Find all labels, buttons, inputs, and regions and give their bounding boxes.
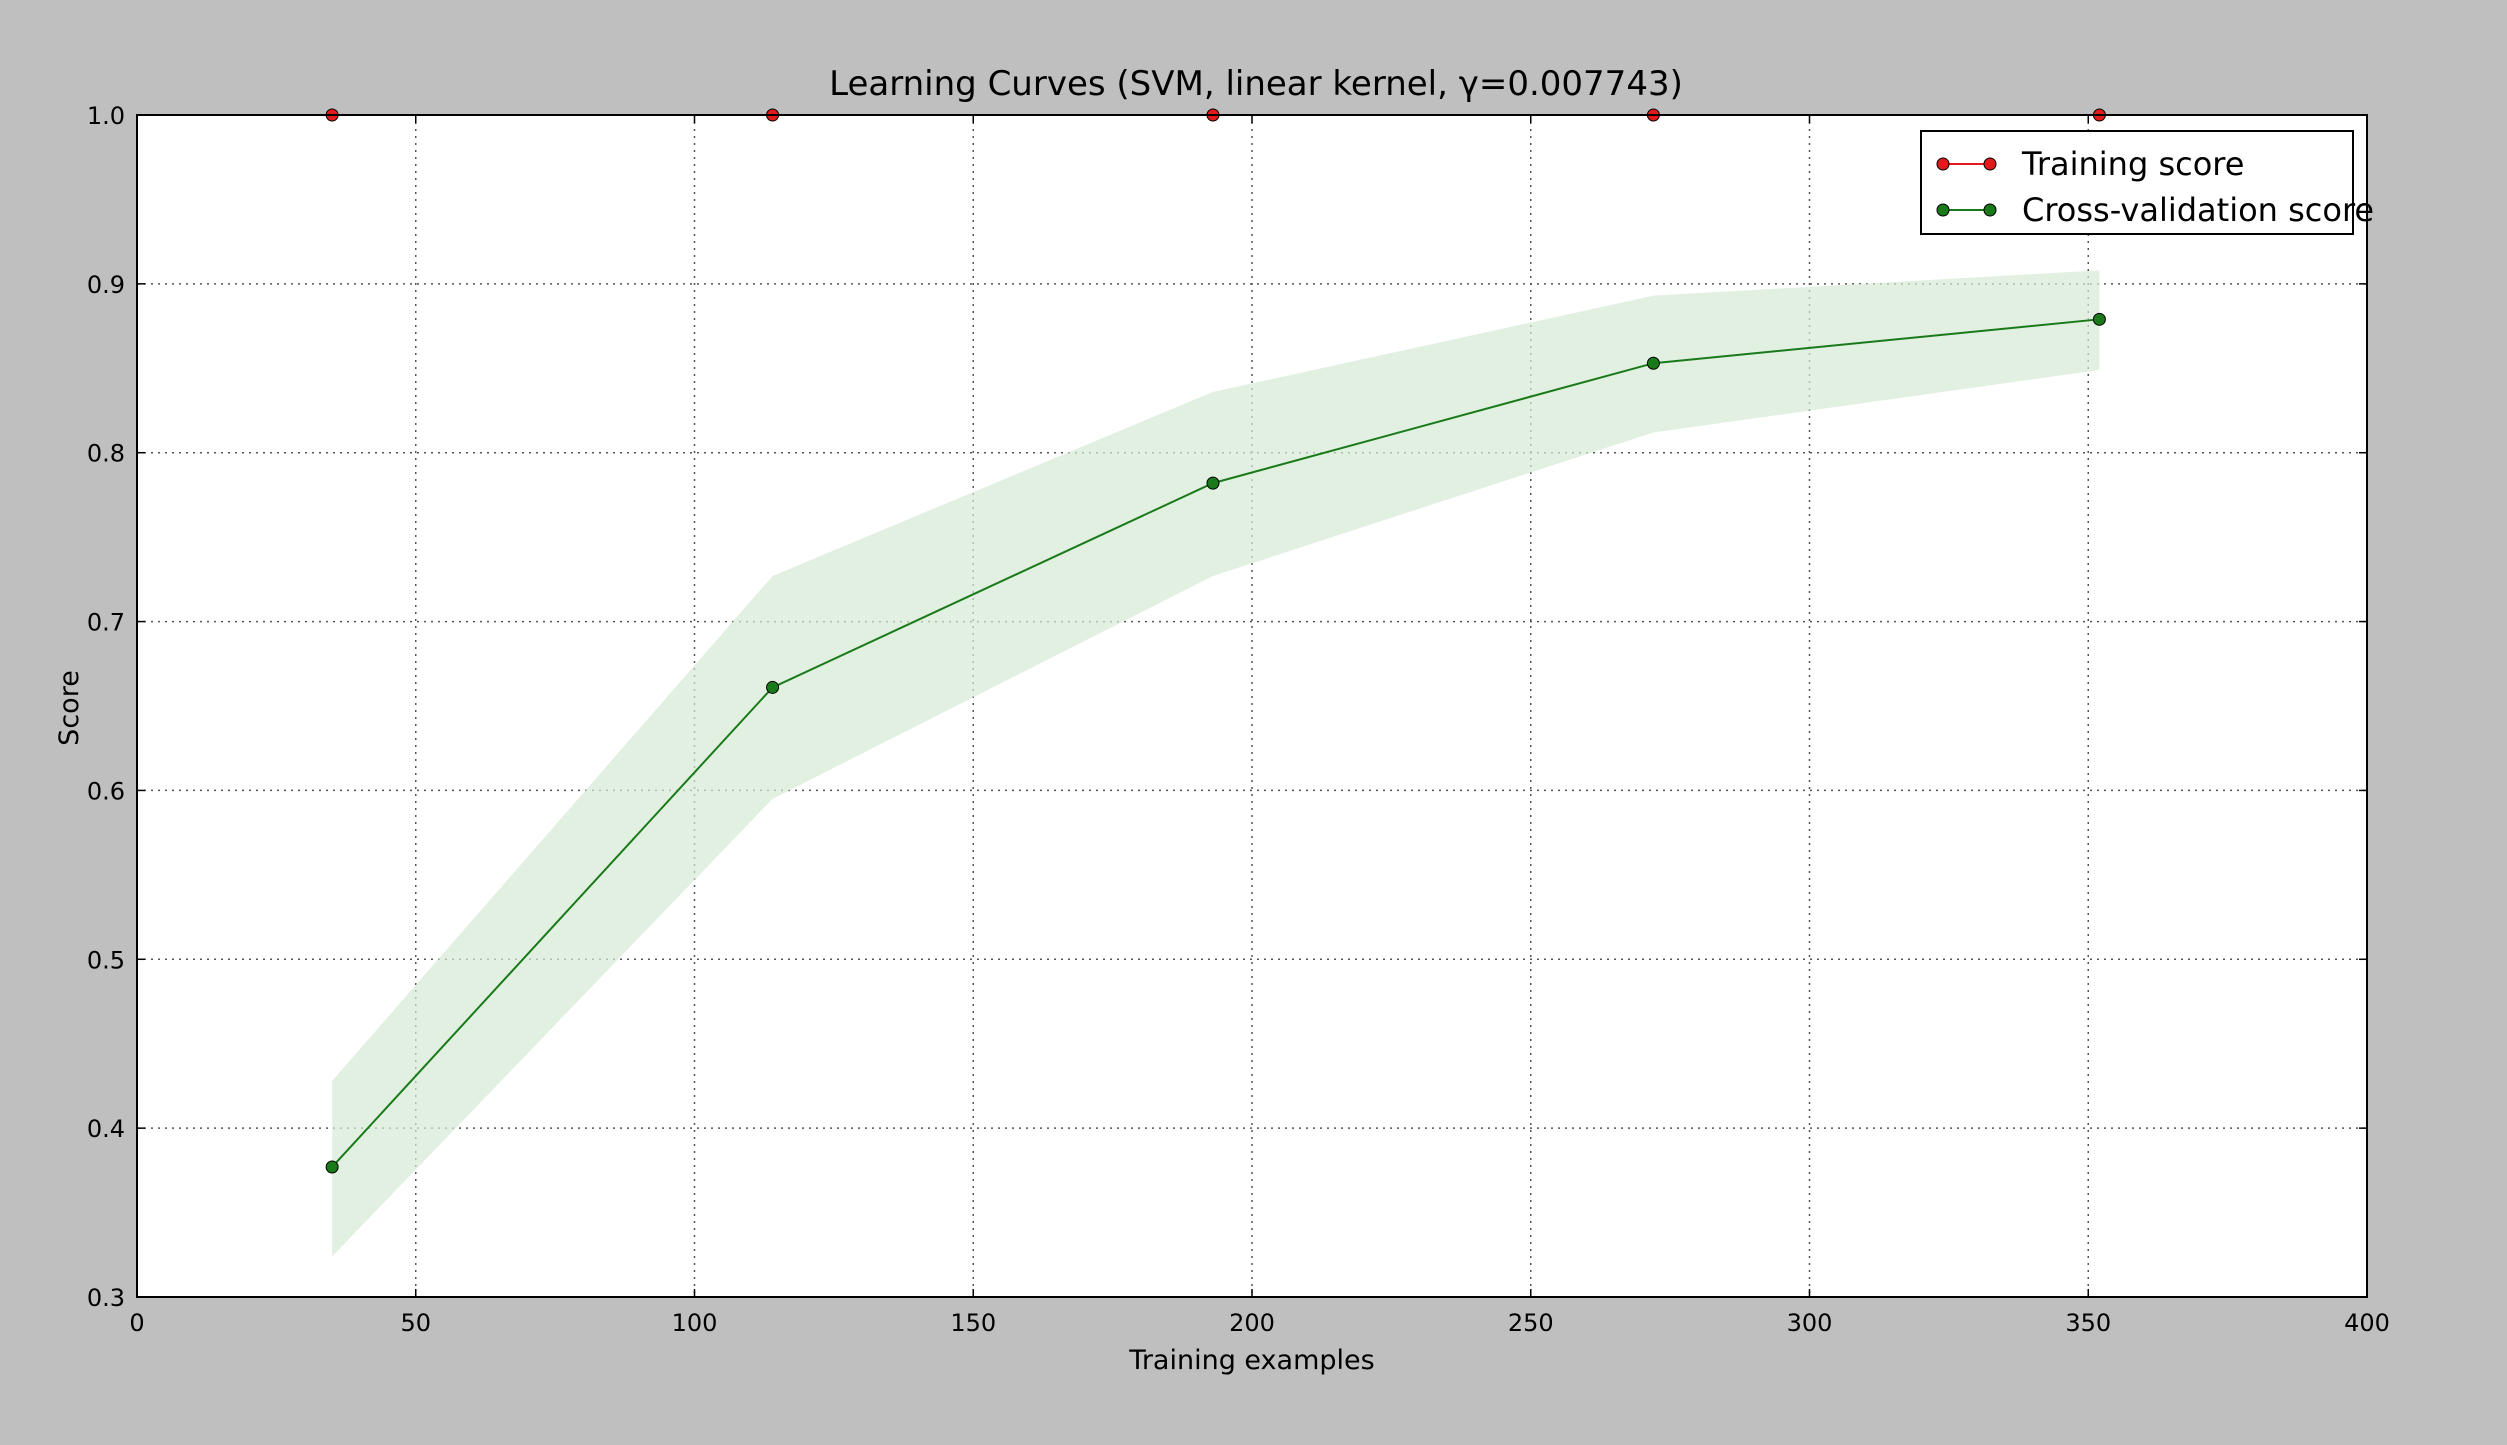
x-axis-label: Training examples: [1128, 1345, 1374, 1376]
legend-marker: [1983, 157, 1997, 171]
y-tick-label: 0.6: [87, 777, 125, 805]
data-point: [2092, 312, 2106, 326]
y-tick-label: 0.8: [87, 440, 125, 468]
legend-marker: [1936, 203, 1950, 217]
y-tick-label: 0.7: [87, 609, 125, 637]
data-point: [1646, 356, 1660, 370]
legend-marker: [1936, 157, 1950, 171]
y-axis-label: Score: [54, 670, 85, 746]
x-tick-label: 350: [2065, 1309, 2111, 1337]
x-tick-label: 50: [400, 1309, 431, 1337]
x-tick-label: 300: [1787, 1309, 1833, 1337]
y-tick-label: 1.0: [87, 102, 125, 130]
y-tick-label: 0.4: [87, 1115, 125, 1143]
y-tick-label: 0.9: [87, 271, 125, 299]
data-point: [325, 1160, 339, 1174]
std-bands: [332, 270, 2100, 1257]
x-tick-label: 100: [672, 1309, 718, 1337]
data-point: [766, 680, 780, 694]
legend-marker: [1983, 203, 1997, 217]
legend-box: [1920, 130, 2354, 235]
x-tick-label: 400: [2344, 1309, 2390, 1337]
chart-title: Learning Curves (SVM, linear kernel, γ=0…: [829, 64, 1683, 104]
x-tick-label: 0: [129, 1309, 144, 1337]
y-tick-label: 0.5: [87, 946, 125, 974]
y-tick-label: 0.3: [87, 1284, 125, 1312]
legend: Training score Cross-validation score: [1920, 130, 2374, 235]
legend-label: Cross-validation score: [2022, 191, 2374, 229]
x-tick-label: 150: [950, 1309, 996, 1337]
std-band: [332, 270, 2100, 1257]
x-tick-label: 250: [1508, 1309, 1554, 1337]
axis-ticks: 0 50 100 150 200 250 300 350 400 0.3 0.4 0.5 0.6 0.7 0…: [87, 102, 2390, 1337]
data-point: [1206, 476, 1220, 490]
x-tick-label: 200: [1229, 1309, 1275, 1337]
legend-label: Training score: [2021, 145, 2244, 183]
